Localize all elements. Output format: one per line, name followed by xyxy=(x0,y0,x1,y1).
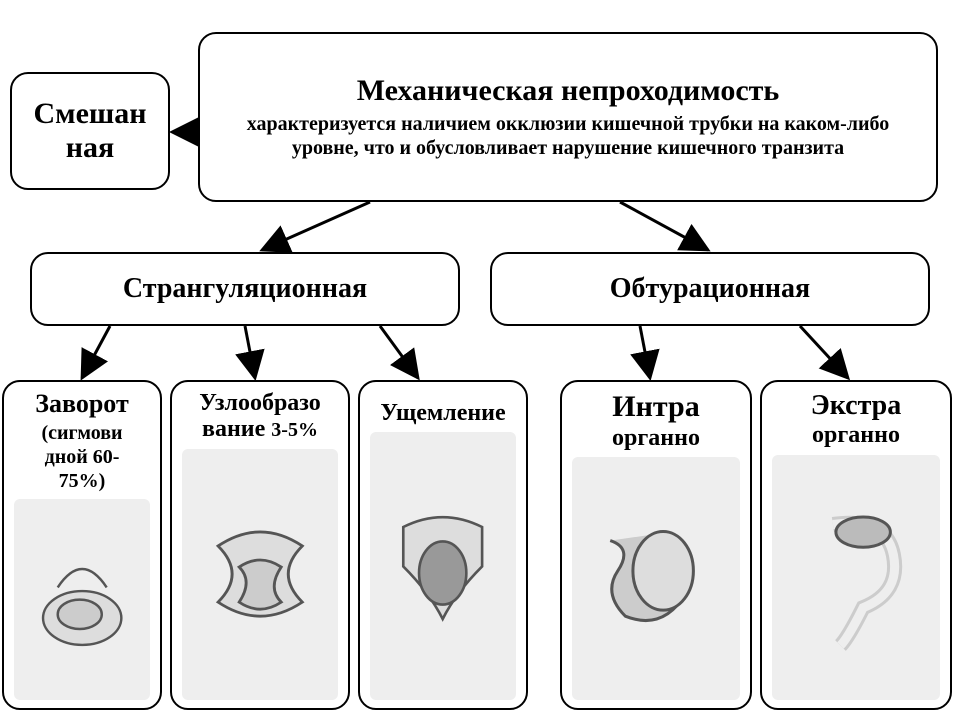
node-mixed: Смешан ная xyxy=(10,72,170,190)
extra-subtitle: органно xyxy=(812,422,900,448)
node-extra: Экстра органно xyxy=(760,380,952,710)
node-zavorot: Заворот ((сигмовидной 60-75%)сигмовидной… xyxy=(2,380,162,710)
ushem-title: Ущемление xyxy=(380,400,505,426)
main-subtitle: характеризуется наличием окклюзии кишечн… xyxy=(222,112,914,160)
edge-main-strang xyxy=(262,202,370,250)
zavorot-illustration xyxy=(14,499,150,700)
zavorot-title: Заворот xyxy=(35,390,128,419)
edge-strang-zavorot xyxy=(82,326,110,378)
node-strang: Странгуляционная xyxy=(30,252,460,326)
uzlo-title: Узлообразование 3-5% xyxy=(199,390,321,443)
obtur-text: Обтурационная xyxy=(610,273,810,305)
extra-title: Экстра xyxy=(811,390,902,422)
edge-obtur-intra xyxy=(640,326,650,378)
extra-illustration xyxy=(772,455,940,700)
edge-obtur-extra xyxy=(800,326,848,378)
edge-main-obtur xyxy=(620,202,708,250)
uzlo-illustration xyxy=(182,449,338,700)
intra-title: Интра xyxy=(612,390,699,425)
mixed-text: Смешан ная xyxy=(33,97,146,166)
intra-subtitle: органно xyxy=(612,425,700,451)
ushem-illustration xyxy=(370,432,516,700)
node-intra: Интра органно xyxy=(560,380,752,710)
node-obtur: Обтурационная xyxy=(490,252,930,326)
edge-strang-uzlo xyxy=(245,326,255,378)
node-ushem: Ущемление xyxy=(358,380,528,710)
strang-text: Странгуляционная xyxy=(123,273,367,305)
node-main: Механическая непроходимость характеризуе… xyxy=(198,32,938,202)
zavorot-subtitle: ((сигмовидной 60-75%)сигмовидной 60-75%) xyxy=(41,421,122,493)
intra-illustration xyxy=(572,457,740,700)
edge-strang-ushem xyxy=(380,326,418,378)
main-title: Механическая непроходимость xyxy=(357,74,780,109)
node-uzlo: Узлообразование 3-5% xyxy=(170,380,350,710)
